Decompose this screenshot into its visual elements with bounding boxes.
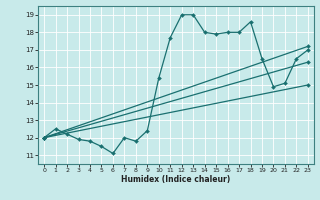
X-axis label: Humidex (Indice chaleur): Humidex (Indice chaleur) xyxy=(121,175,231,184)
